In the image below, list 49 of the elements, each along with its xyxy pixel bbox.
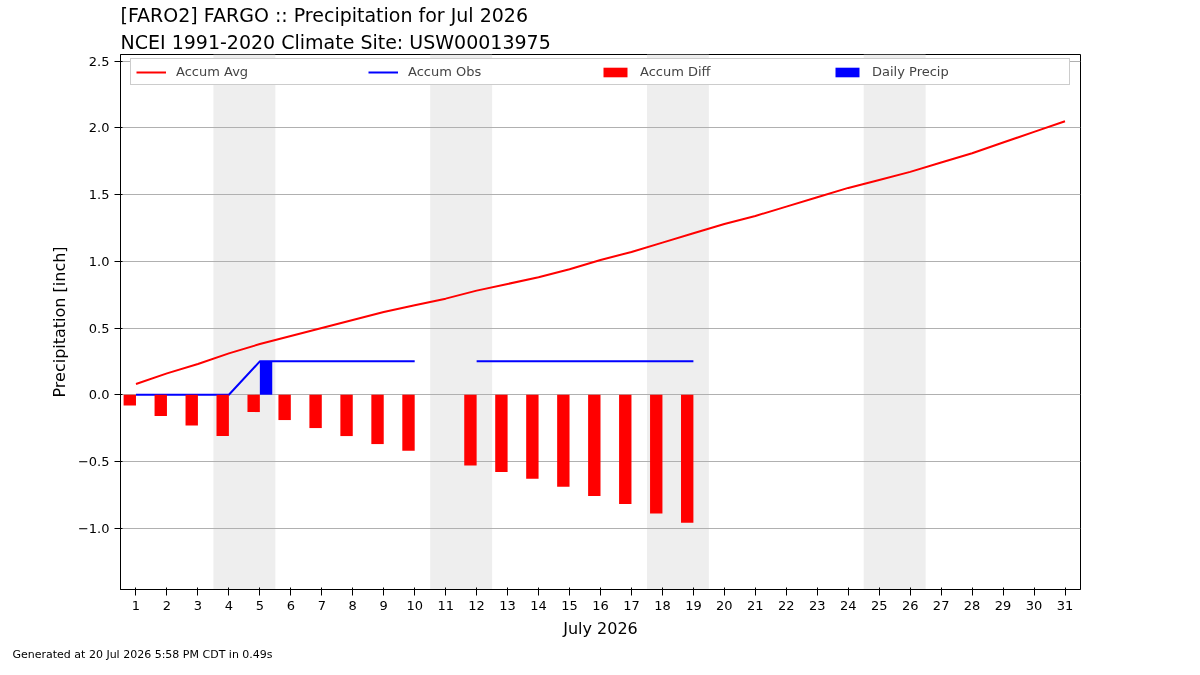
x-tick-label: 7	[317, 597, 326, 613]
line-series	[134, 120, 1067, 386]
x-tick-label: 3	[193, 597, 203, 613]
legend-label: Accum Avg	[176, 64, 250, 79]
x-tick-label: 9	[379, 597, 388, 613]
y-axis-title: Precipitation [inch]	[49, 246, 69, 398]
x-tick-label: 20	[716, 597, 733, 613]
x-tick-label: 5	[255, 597, 264, 613]
text: Generated at 20 Jul 2026 5:58 PM CDT in 0.49s	[12, 647, 273, 661]
legend-label: Daily Precip	[872, 64, 950, 79]
chart-subtitle: NCEI 1991-2020 Climate Site: USW00013975	[120, 30, 551, 53]
x-tick-label: 8	[348, 597, 357, 613]
y-tick-label: 2.0	[88, 120, 110, 136]
x-tick-label: 15	[561, 597, 578, 613]
y-tick-label: 0.5	[88, 320, 110, 336]
x-tick-label: 26	[901, 597, 919, 613]
x-tick-label: 29	[994, 597, 1012, 613]
x-tick-label: 11	[437, 597, 454, 613]
x-tick-label: 2	[162, 597, 172, 613]
x-tick-label: 12	[468, 597, 485, 613]
x-tick-label: 28	[963, 597, 981, 613]
x-tick-label: 10	[406, 597, 423, 613]
x-tick-label: 17	[623, 597, 640, 613]
x-tick-label: 23	[809, 597, 826, 613]
y-tick-label: 2.5	[88, 53, 110, 69]
x-tick-label: 30	[1025, 597, 1043, 613]
x-axis-title: July 2026	[562, 618, 638, 638]
x-tick-label: 27	[932, 597, 950, 613]
x-tick-label: 21	[747, 597, 764, 613]
chart-title: [FARO2] FARGO :: Precipitation for Jul 2026	[120, 3, 529, 26]
x-tick-label: 24	[839, 597, 857, 613]
legend-label: Accum Obs	[408, 64, 483, 79]
x-tick-label: 22	[778, 597, 795, 613]
x-tick-label: 16	[592, 597, 609, 613]
y-tick-label: −0.5	[77, 453, 110, 469]
x-tick-label: 19	[685, 597, 702, 613]
y-tick-label: 1.0	[88, 253, 110, 269]
x-tick-label: 4	[224, 597, 234, 613]
x-tick-label: 14	[530, 597, 547, 613]
y-tick-label: 0.0	[88, 387, 110, 403]
y-tick-label: −1.0	[77, 520, 110, 536]
legend-label: Accum Diff	[640, 64, 712, 79]
x-tick-label: 18	[654, 597, 671, 613]
x-tick-label: 31	[1056, 597, 1074, 613]
y-tick-label: 1.5	[88, 187, 110, 203]
x-tick-label: 6	[286, 597, 295, 613]
x-tick-label: 13	[499, 597, 516, 613]
x-tick-label: 1	[131, 597, 141, 613]
x-tick-label: 25	[870, 597, 888, 613]
